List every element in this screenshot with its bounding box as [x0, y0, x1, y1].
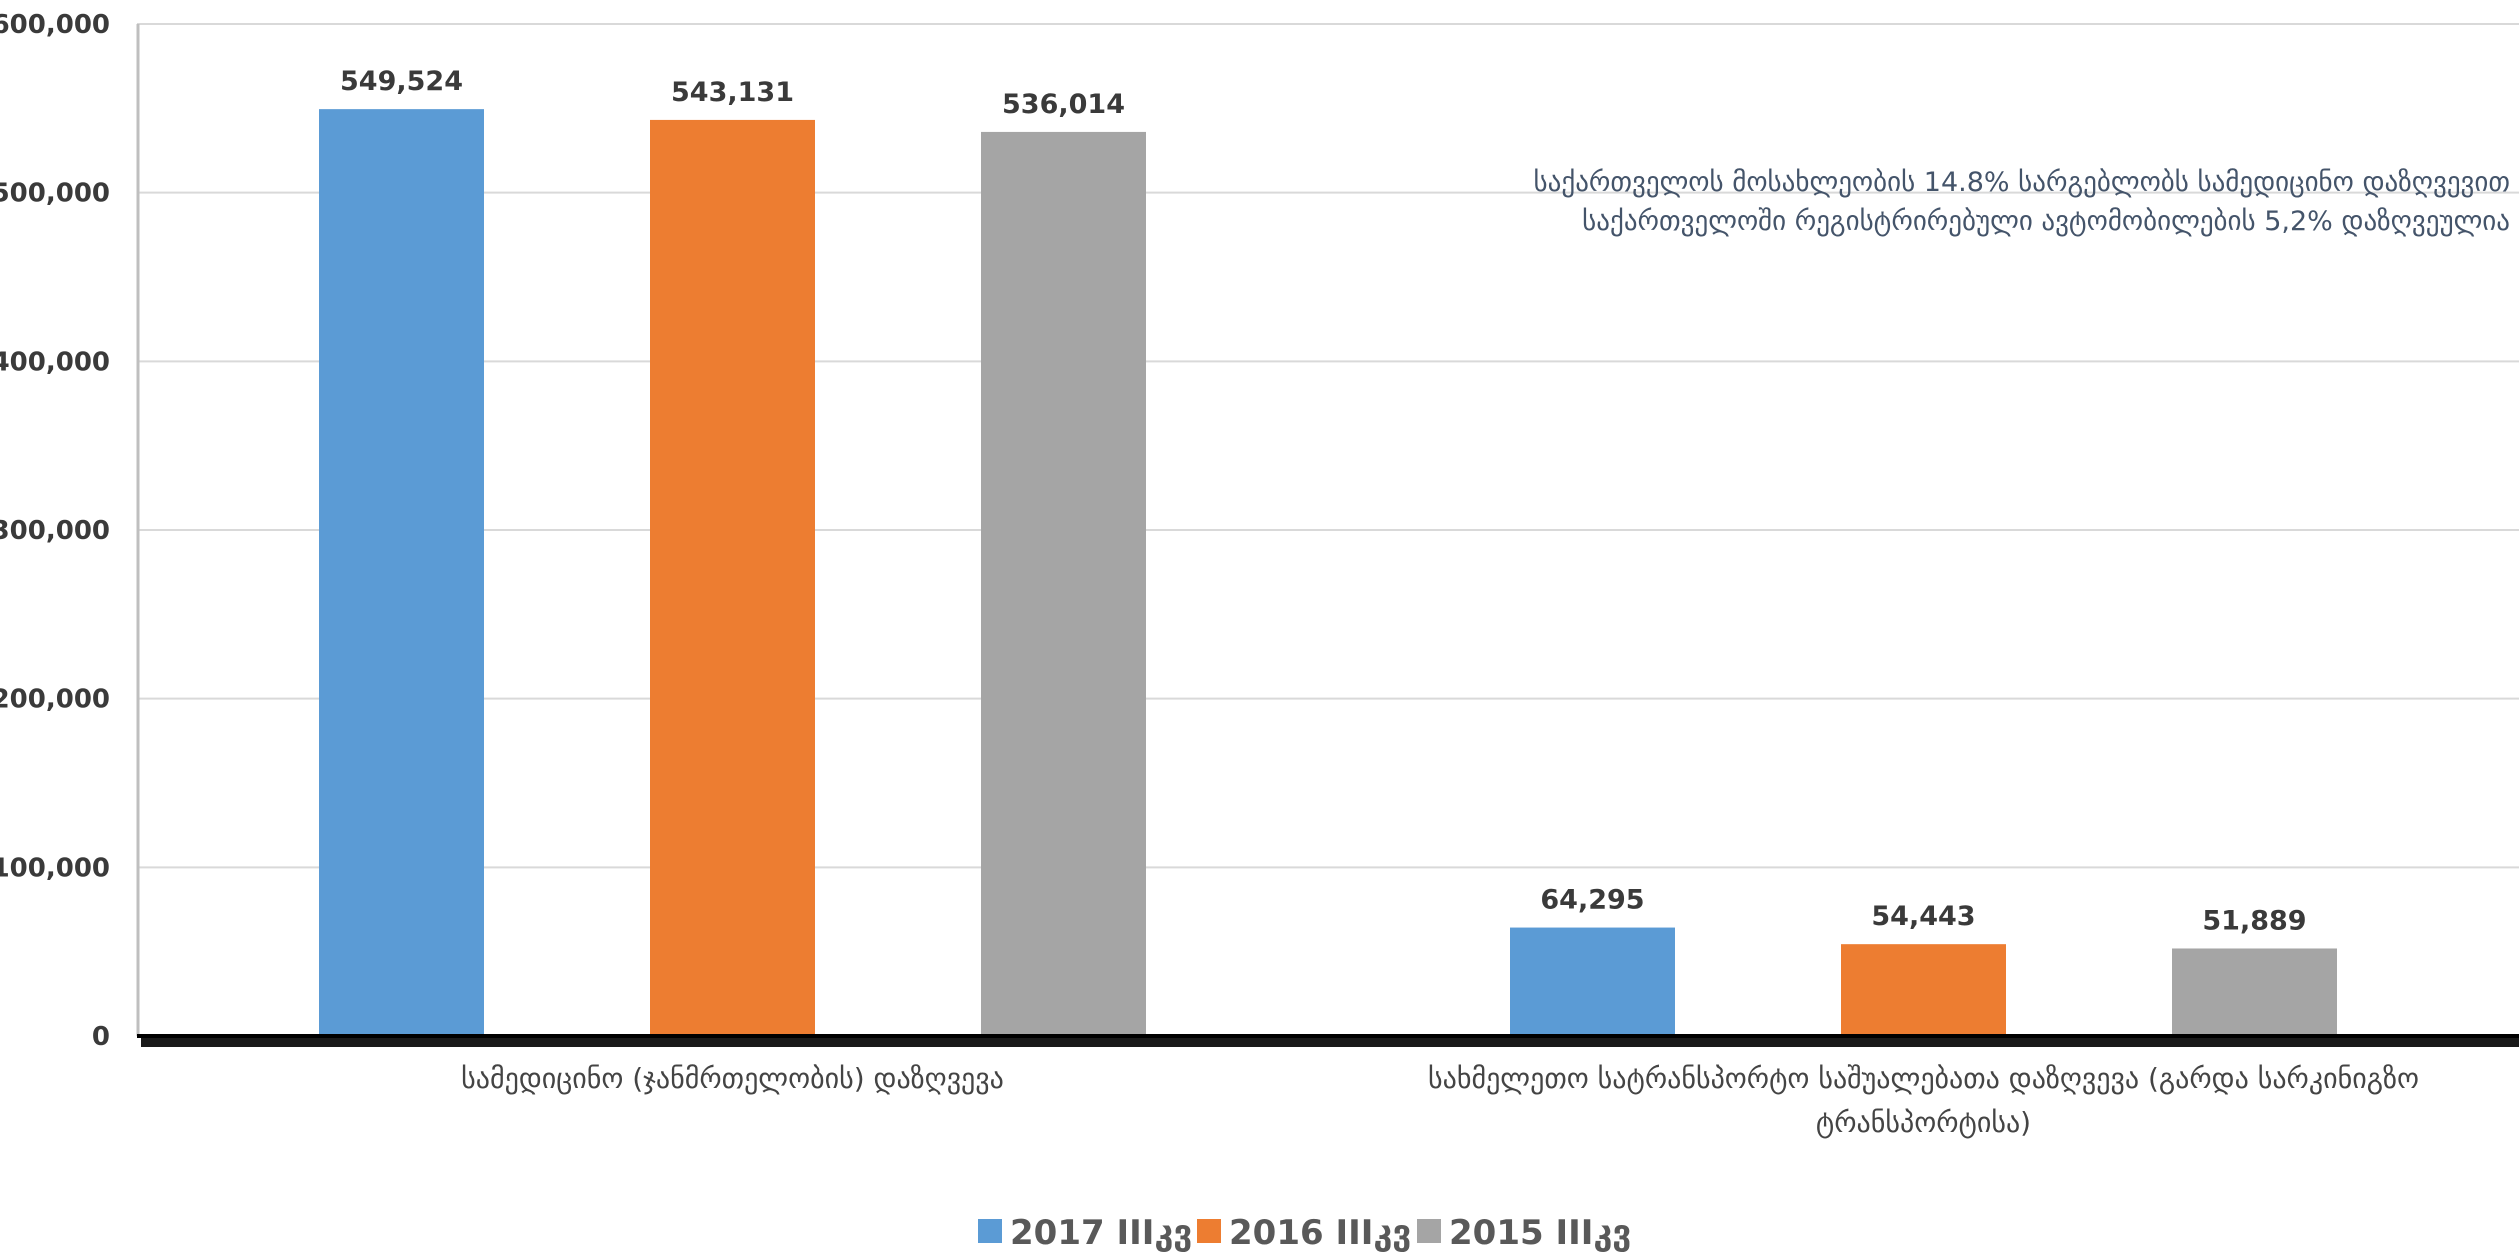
bar	[650, 119, 815, 1036]
x-axis-shadow	[141, 1038, 2519, 1047]
legend-swatch	[1417, 1219, 1441, 1243]
annotation-text: საქართველოს მოსახლეობის 14.8% სარგებლობს…	[1534, 167, 2510, 198]
bar	[1841, 944, 2006, 1036]
data-label: 54,443	[1871, 901, 1975, 932]
bar	[981, 131, 1146, 1037]
gridlines	[137, 23, 2519, 869]
y-tick-label: 500,000	[0, 179, 110, 209]
legend-label: 2017 IIIკვ	[1010, 1213, 1192, 1253]
legend: 2017 IIIკვ 2016 IIIკვ 2015 IIIკვ	[978, 1213, 1631, 1253]
bar	[319, 109, 484, 1037]
data-label: 543,131	[671, 77, 794, 108]
y-tick-label: 200,000	[0, 685, 110, 715]
annotations: საქართველოს მოსახლეობის 14.8% სარგებლობს…	[1534, 167, 2510, 237]
x-category-label: სახმელეთო სატრანსპორტო საშუალებათა დაზღვ…	[1428, 1062, 2419, 1095]
legend-swatch	[978, 1219, 1002, 1243]
bar	[2172, 948, 2337, 1036]
data-label: 64,295	[1540, 885, 1644, 916]
y-tick-label: 600,000	[0, 10, 110, 40]
y-tick-label: 0	[92, 1022, 110, 1052]
bar	[1510, 927, 1675, 1036]
x-category-label: ტრანსპორტისა)	[1816, 1106, 2031, 1139]
legend-label: 2015 IIIკვ	[1449, 1213, 1631, 1253]
data-label: 51,889	[2202, 905, 2306, 936]
legend-label: 2016 IIIკვ	[1229, 1213, 1411, 1253]
y-tick-label: 400,000	[0, 347, 110, 377]
x-category-label: სამედიცინო (ჯანმრთელობის) დაზღვევა	[461, 1062, 1004, 1095]
annotation-text: საქართველოში რეგისტრირებული ავტომობილები…	[1582, 206, 2510, 237]
data-label: 536,014	[1002, 89, 1125, 120]
data-label: 549,524	[340, 66, 463, 97]
legend-swatch	[1197, 1219, 1221, 1243]
y-tick-label: 300,000	[0, 516, 110, 546]
y-axis: 0 100,000 200,000 300,000 400,000 500,000 600,…	[0, 10, 140, 1052]
data-labels: 549,524 543,131 536,014 64,295 54,443 51,889	[340, 66, 2307, 936]
y-tick-label: 100,000	[0, 853, 110, 883]
x-axis: სამედიცინო (ჯანმრთელობის) დაზღვევა სახმელ…	[137, 1034, 2519, 1139]
bars	[319, 109, 2337, 1037]
